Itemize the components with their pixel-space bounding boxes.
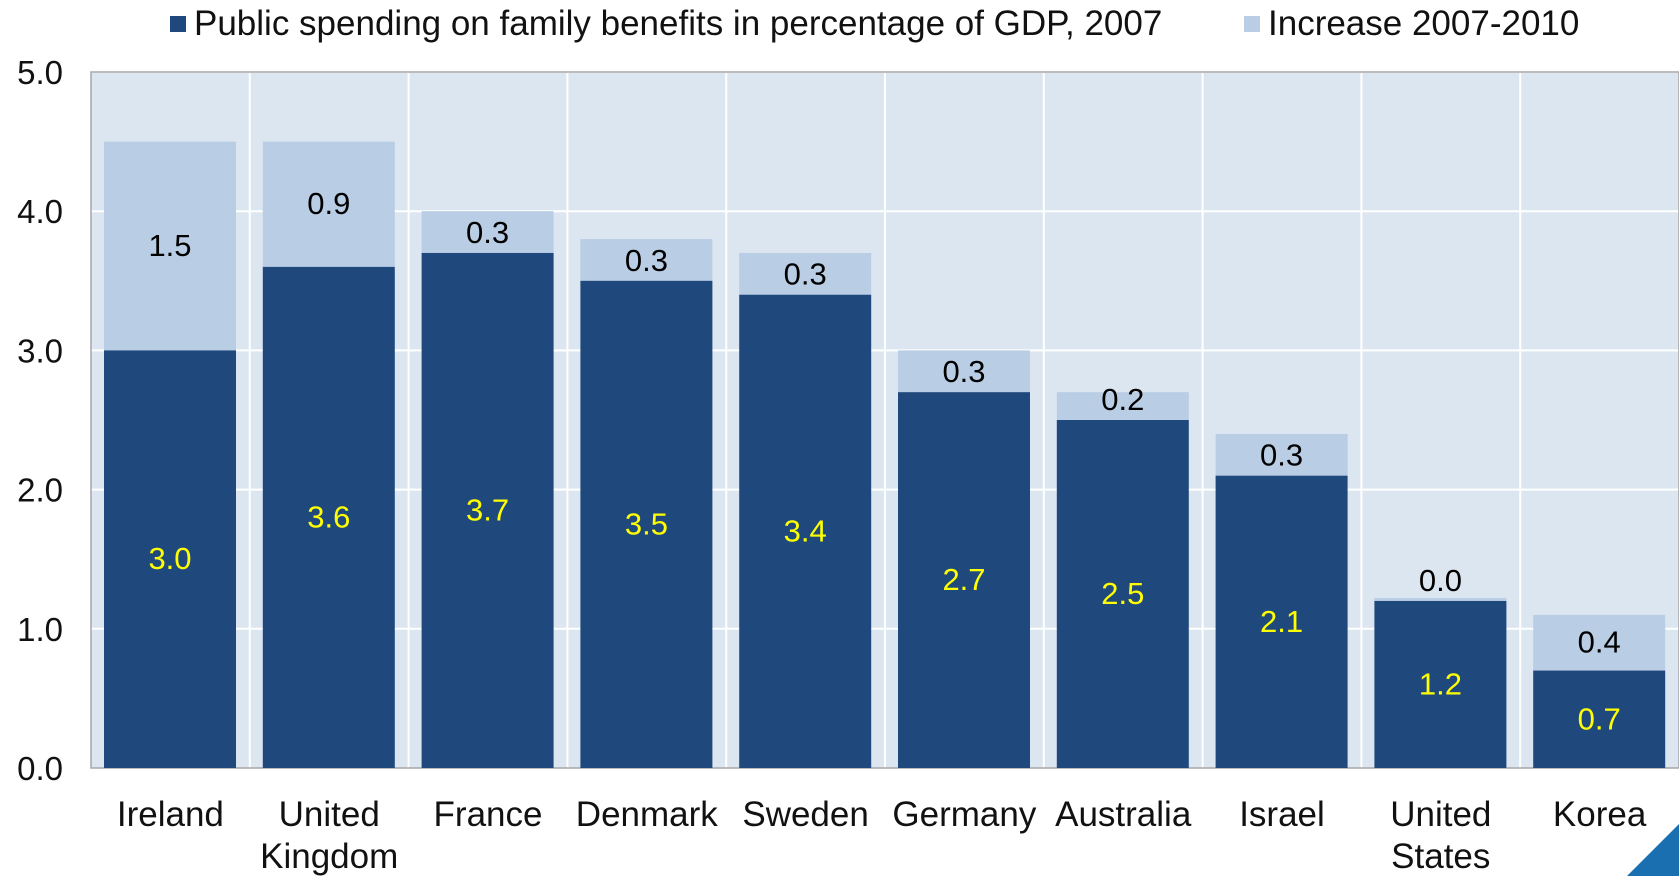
- data-label-increase: 0.3: [625, 243, 668, 278]
- plot-border: [90, 71, 1679, 769]
- bar-base: [262, 266, 395, 768]
- data-label-base: 2.7: [942, 562, 985, 597]
- y-tick-label: 5.0: [17, 54, 63, 91]
- x-tick-label: Kingdom: [260, 837, 398, 876]
- data-label-increase: 1.5: [148, 228, 191, 263]
- bar-base: [580, 280, 713, 768]
- data-label-increase: 0.2: [1101, 382, 1144, 417]
- x-tick-label: States: [1391, 837, 1490, 876]
- bar-increase: [1215, 433, 1348, 476]
- bar-base: [1533, 670, 1666, 768]
- bar-increase: [739, 252, 872, 295]
- bar-increase: [580, 239, 713, 281]
- legend-swatch-base: [170, 16, 186, 32]
- y-tick-label: 4.0: [17, 193, 63, 230]
- data-label-base: 0.7: [1578, 701, 1621, 736]
- data-label-increase: 0.4: [1578, 625, 1621, 660]
- bar-base: [1215, 475, 1348, 768]
- x-tick-label: United: [1390, 795, 1491, 834]
- bar-increase: [1374, 597, 1507, 601]
- data-label-base: 3.4: [784, 513, 827, 548]
- bar-base: [1056, 420, 1189, 768]
- bar-base: [739, 294, 872, 768]
- data-label-base: 3.7: [466, 492, 509, 527]
- legend-label-increase: Increase 2007-2010: [1268, 4, 1580, 43]
- x-tick-label: Sweden: [742, 795, 868, 834]
- bar-increase: [898, 350, 1030, 393]
- data-label-increase: 0.0: [1419, 563, 1462, 598]
- x-tick-label: France: [434, 795, 543, 834]
- x-tick-label: Australia: [1055, 795, 1192, 834]
- legend-item-increase: Increase 2007-2010: [1244, 4, 1579, 44]
- data-label-increase: 0.3: [784, 257, 827, 292]
- legend-item-base: Public spending on family benefits in pe…: [170, 4, 1162, 44]
- data-label-increase: 0.3: [942, 354, 985, 389]
- legend-swatch-increase: [1244, 16, 1260, 32]
- bar-increase: [1056, 392, 1189, 420]
- data-label-base: 3.6: [307, 499, 350, 534]
- y-tick-label: 3.0: [17, 332, 63, 369]
- bar-increase: [421, 211, 554, 253]
- bar-base: [104, 350, 236, 768]
- x-tick-label: Denmark: [576, 795, 718, 834]
- y-tick-label: 1.0: [17, 611, 63, 648]
- data-label-increase: 0.3: [466, 215, 509, 250]
- legend-label-base: Public spending on family benefits in pe…: [194, 4, 1163, 43]
- corner-accent: [1627, 824, 1679, 876]
- bar-base: [1374, 600, 1507, 768]
- y-tick-label: 0.0: [17, 750, 63, 787]
- bar-increase: [262, 141, 395, 267]
- bar-increase: [1533, 614, 1666, 671]
- data-label-base: 3.5: [625, 506, 668, 541]
- data-label-increase: 0.9: [307, 186, 350, 221]
- bar-base: [421, 252, 554, 768]
- x-tick-label: Israel: [1239, 795, 1325, 834]
- data-label-base: 2.5: [1101, 576, 1144, 611]
- bar-base: [898, 392, 1030, 768]
- x-tick-label: Ireland: [117, 795, 224, 834]
- y-tick-label: 2.0: [17, 472, 63, 509]
- bar-increase: [104, 141, 236, 351]
- data-label-base: 3.0: [148, 541, 191, 576]
- data-label-increase: 0.3: [1260, 438, 1303, 473]
- x-tick-label: United: [279, 795, 380, 834]
- data-label-base: 1.2: [1419, 666, 1462, 701]
- x-tick-label: Germany: [892, 795, 1036, 834]
- data-label-base: 2.1: [1260, 604, 1303, 639]
